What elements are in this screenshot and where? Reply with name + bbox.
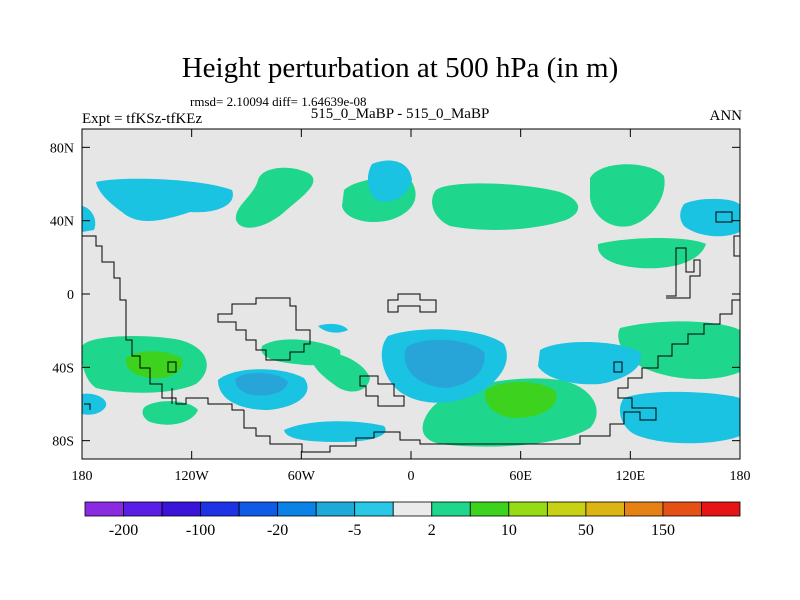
colorbar-swatch: [200, 501, 240, 517]
coastline-south-east: [167, 361, 177, 404]
colorbar-label: 10: [501, 522, 517, 539]
coastline-island-1: [359, 375, 405, 407]
lon-axis: 180 120W 60W 0 60E 120E 180: [72, 129, 751, 484]
lat-axis: 80N 40N 0 40S 80S: [50, 141, 740, 450]
coastline-north-east: [666, 247, 701, 299]
lon-tick-label: 60E: [509, 469, 532, 484]
contour-neg-12: [284, 421, 386, 442]
colorbar-swatch: [469, 501, 510, 517]
colorbar-swatch: [546, 501, 587, 517]
colorbar: -200 -100 -20 -5 2 10 50 150: [84, 501, 741, 539]
contour-neg-4: [680, 198, 740, 237]
contour-neg-10: [538, 341, 641, 385]
coastline-small-box: [613, 361, 623, 373]
contour-pos-12: [485, 381, 557, 418]
contour-pos-1: [235, 167, 314, 228]
colorbar-swatch: [585, 501, 625, 517]
colorbar-swatch: [701, 501, 741, 517]
colorbar-swatch: [392, 501, 433, 517]
colorbar-label: 50: [578, 522, 594, 539]
season-label: ANN: [709, 108, 743, 124]
coastline-south-america-east: [243, 299, 740, 453]
plot-title: Height perturbation at 500 hPa (in m): [181, 52, 619, 84]
colorbar-label: -5: [348, 522, 361, 539]
colorbar-swatch: [277, 501, 317, 517]
contour-neg-7: [235, 373, 288, 396]
coastline-island-2: [387, 293, 437, 313]
colorbar-swatch: [662, 501, 702, 517]
contour-neg-1: [96, 178, 233, 222]
lon-tick-label: 120W: [175, 469, 210, 484]
colorbar-swatch: [624, 501, 664, 517]
lat-tick-label: 80N: [50, 141, 74, 156]
contour-pos-3: [432, 183, 579, 230]
contour-pos-13: [618, 321, 740, 380]
colorbar-swatch: [161, 501, 201, 517]
contour-neg-13: [619, 391, 740, 444]
lon-tick-label: 60W: [288, 469, 316, 484]
colorbar-label: -200: [109, 522, 138, 539]
coastlines: [82, 211, 740, 453]
contour-neg-5: [318, 323, 348, 333]
coastline-ne-box: [715, 211, 733, 223]
colorbar-swatch: [123, 501, 163, 517]
colorbar-swatch: [238, 501, 279, 517]
contour-pos-4: [590, 164, 665, 227]
colorbar-label: -20: [267, 522, 288, 539]
colorbar-swatch: [315, 501, 356, 517]
contour-neg-3: [82, 206, 96, 232]
colorbar-swatch: [84, 501, 124, 517]
contour-pos-9: [310, 351, 370, 392]
experiment-label: Expt = tfKSz-tfKEz: [82, 111, 203, 127]
coastline-east-edge: [733, 235, 740, 257]
contour-pos-10: [142, 401, 198, 425]
lat-tick-label: 40S: [52, 361, 74, 376]
coastline-small-box-2: [84, 403, 91, 410]
colorbar-label: 2: [428, 522, 436, 539]
colorbar-label: -100: [186, 522, 215, 539]
lat-tick-label: 80S: [52, 435, 74, 450]
contour-pos-5: [597, 238, 706, 269]
stats-label: rmsd= 2.10094 diff= 1.64639e-08: [190, 94, 367, 109]
coastline-south-america-west: [82, 235, 244, 411]
lat-tick-label: 40N: [50, 215, 74, 230]
lon-tick-label: 180: [72, 469, 93, 484]
lat-tick-label: 0: [67, 288, 74, 303]
colorbar-swatch: [508, 501, 548, 517]
colorbar-swatch: [431, 501, 471, 517]
colorbar-label: 150: [651, 522, 675, 539]
contour-neg-9: [404, 339, 485, 388]
lon-tick-label: 0: [408, 469, 415, 484]
period-label: 515_0_MaBP - 515_0_MaBP: [310, 106, 490, 122]
coastline-africa: [217, 297, 311, 361]
contour-neg-2: [367, 160, 412, 202]
contour-neg-11: [82, 393, 107, 415]
lon-tick-label: 180: [730, 469, 751, 484]
lon-tick-label: 120E: [616, 469, 646, 484]
colorbar-swatch: [354, 501, 394, 517]
